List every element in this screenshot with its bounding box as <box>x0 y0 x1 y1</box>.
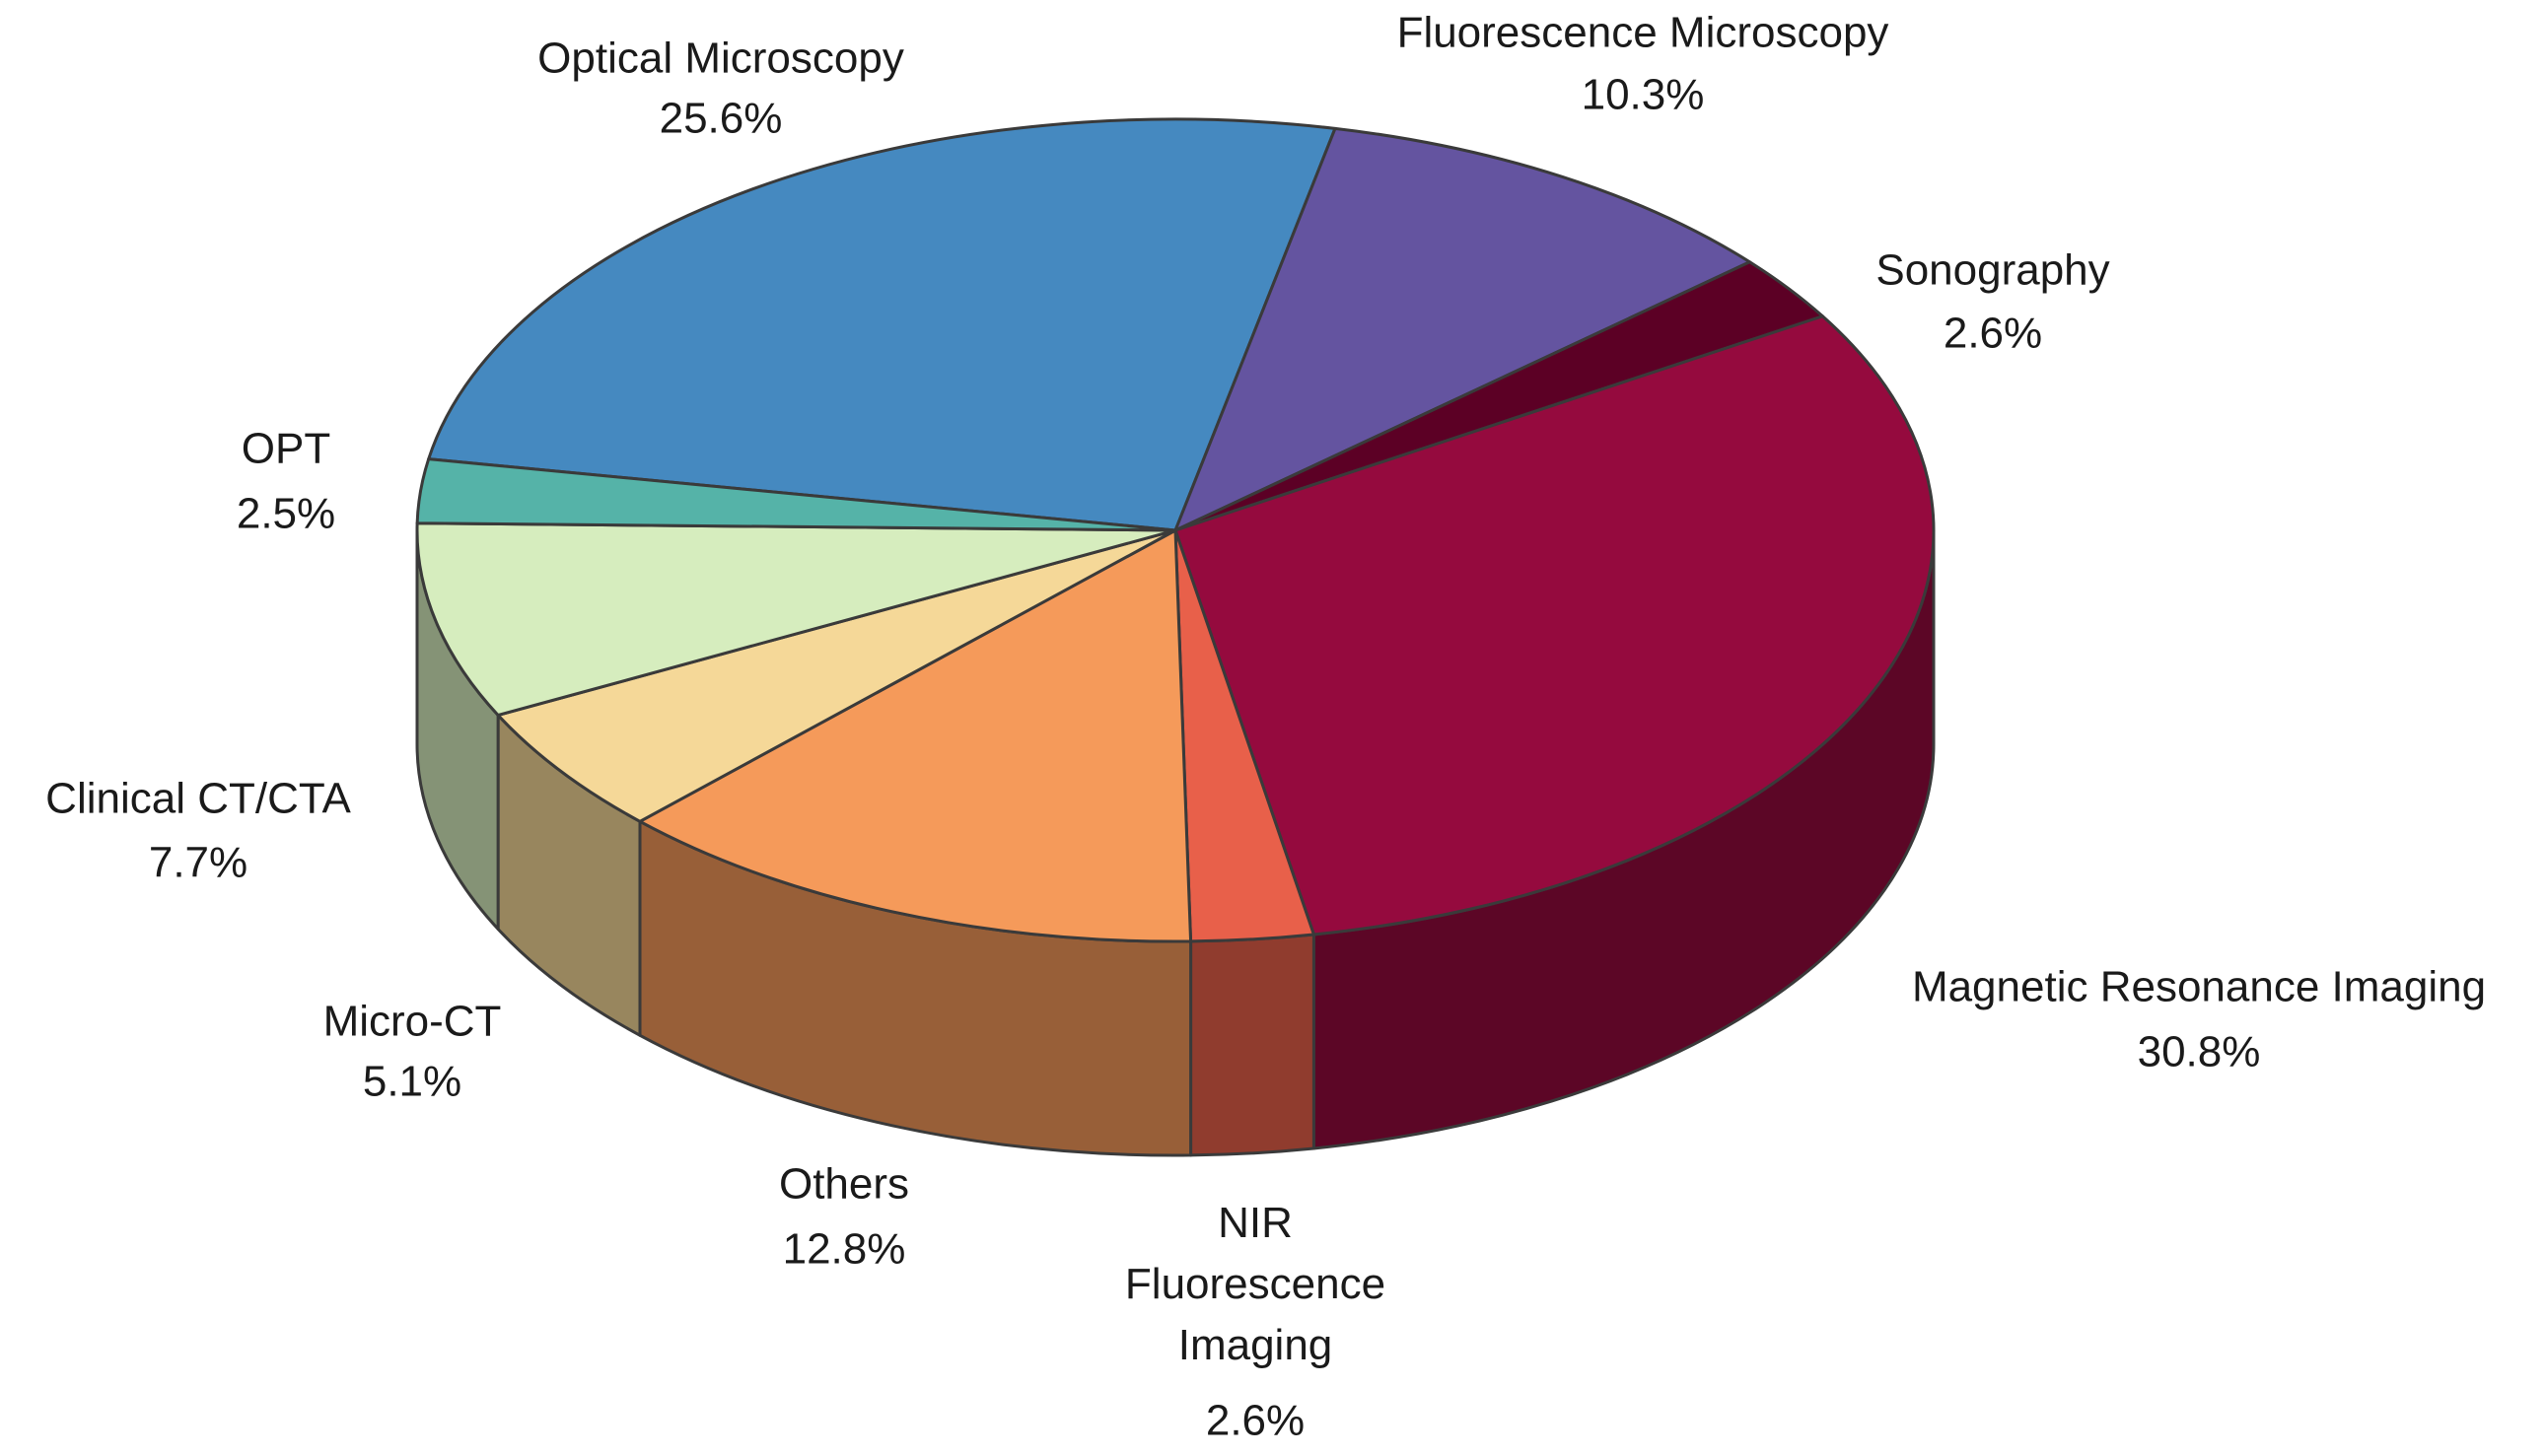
value-label: 25.6% <box>660 95 783 143</box>
slice-label: Sonography <box>1875 246 2109 295</box>
value-label: 5.1% <box>363 1058 461 1106</box>
slice-label: OPT <box>242 425 330 473</box>
value-label: 2.6% <box>1944 310 2042 358</box>
value-label: 7.7% <box>149 839 248 887</box>
slice-label: Clinical CT/CTA <box>45 775 351 823</box>
slice-label: NIR Fluorescence Imaging <box>1125 1199 1385 1369</box>
slice <box>415 521 1177 717</box>
slice <box>427 117 1337 532</box>
slice-label: Others <box>779 1160 909 1209</box>
value-label: 10.3% <box>1582 71 1705 119</box>
slice-label: Fluorescence Microscopy <box>1397 9 1889 57</box>
slice <box>638 528 1193 943</box>
slice <box>1173 126 1751 532</box>
value-label: 2.6% <box>1206 1397 1305 1445</box>
value-label: 2.5% <box>237 490 335 538</box>
slice-label: Magnetic Resonance Imaging <box>1912 963 2486 1011</box>
value-label: 30.8% <box>2138 1028 2261 1076</box>
slice <box>1173 314 1936 936</box>
slice-side <box>1189 933 1315 1157</box>
slice-label: Optical Microscopy <box>537 35 904 83</box>
value-label: 12.8% <box>783 1225 906 1274</box>
slice <box>415 457 1177 532</box>
slice <box>496 528 1177 823</box>
slice-label: Micro-CT <box>323 998 502 1046</box>
